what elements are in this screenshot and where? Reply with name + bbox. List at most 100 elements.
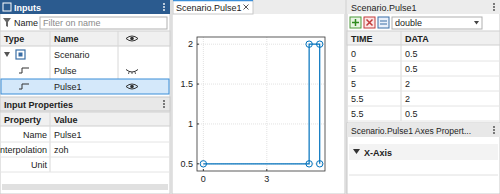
column-header	[0, 31, 170, 46]
row-name: Pulse1	[54, 82, 82, 92]
eye-pupil	[130, 37, 134, 41]
eye-outline	[126, 36, 138, 41]
menu-dot	[163, 106, 165, 108]
tick-label: 0.5	[180, 159, 193, 169]
insert-button[interactable]	[378, 17, 389, 28]
delete-row-button[interactable]	[364, 17, 375, 28]
property-name: Name	[23, 130, 47, 140]
tick-label: 3	[264, 174, 269, 184]
scenario-icon	[16, 50, 25, 59]
panel-header	[347, 0, 500, 14]
tick-label: 2	[188, 39, 193, 49]
dropdown-arrow	[474, 21, 479, 25]
add-row-button[interactable]	[350, 17, 361, 28]
signal-icon	[19, 84, 29, 89]
tab-bar	[172, 0, 345, 14]
data-point[interactable]	[200, 161, 206, 167]
series-line	[203, 44, 319, 164]
selected-row	[1, 79, 169, 94]
insert-icon	[380, 21, 387, 24]
dropdown-value: double	[395, 18, 422, 28]
column-header	[347, 31, 500, 45]
filter-label: Name	[14, 18, 38, 28]
filter-placeholder: Filter on name	[43, 18, 101, 28]
menu-dot	[493, 3, 495, 5]
panel-title: Scenario.Pulse1 Axes Propert...	[351, 126, 471, 136]
row-line	[0, 172, 170, 173]
column-title: Value	[54, 115, 78, 125]
property-name: Interpolation	[0, 145, 47, 155]
column-title: Property	[4, 115, 41, 125]
tab-close[interactable]	[244, 5, 249, 10]
cell: 0.5	[405, 64, 418, 74]
panel-frame	[347, 0, 500, 194]
cross-icon	[367, 20, 373, 26]
panel-title: Inputs	[14, 3, 41, 13]
cell: 2	[405, 79, 410, 89]
data-point[interactable]	[317, 41, 323, 47]
menu-dot	[493, 9, 495, 11]
tab[interactable]	[173, 0, 253, 14]
row-line	[349, 175, 498, 176]
grid-line	[197, 84, 325, 85]
menu-button[interactable]	[493, 126, 495, 134]
cell: 5.5	[351, 94, 364, 104]
type-dropdown[interactable]	[392, 17, 482, 29]
signal-icon	[19, 68, 29, 73]
grid-line	[197, 123, 325, 124]
menu-button[interactable]	[493, 3, 495, 11]
tab-accent	[173, 0, 253, 1]
screen: Inputs Name Filter on name Type Name Scenario…	[0, 0, 500, 194]
cell: 0.5	[405, 49, 418, 59]
cell: 5	[351, 79, 356, 89]
row-name: Pulse	[54, 66, 77, 76]
scrollbar[interactable]	[2, 184, 168, 190]
eye-lid	[126, 70, 138, 73]
menu-button[interactable]	[163, 100, 165, 108]
menu-dot	[493, 132, 495, 134]
filter-input[interactable]	[40, 17, 167, 29]
plot-area	[197, 37, 325, 171]
expand-arrow[interactable]	[4, 52, 10, 57]
data-point[interactable]	[306, 41, 312, 47]
column-title: TIME	[351, 34, 373, 44]
row-line	[347, 61, 500, 62]
table-panel: Scenario.Pulse1doubleTIMEDATA00.550.5525…	[347, 0, 500, 194]
grid-line	[266, 37, 267, 171]
menu-dot	[493, 129, 495, 131]
eye-open[interactable]	[126, 84, 138, 89]
data-point[interactable]	[317, 161, 323, 167]
row-line	[347, 91, 500, 92]
property-name: Unit	[31, 160, 48, 170]
property-value: zoh	[54, 145, 69, 155]
background	[0, 0, 500, 194]
inputs-panel: Inputs Name Filter on name Type Name Scenario…	[0, 0, 170, 194]
eye-closed[interactable]	[126, 70, 138, 75]
tick-label: 0	[201, 174, 206, 184]
eye-pupil	[130, 85, 134, 89]
cell: 0.5	[405, 109, 418, 119]
axes-properties-panel	[347, 123, 500, 194]
menu-button[interactable]	[163, 3, 165, 11]
data-point[interactable]	[306, 161, 312, 167]
panel-title: Scenario.Pulse1	[351, 3, 417, 13]
panel-header	[347, 123, 500, 137]
column-title: Type	[4, 34, 24, 44]
menu-dot	[163, 100, 165, 102]
tick-label: 1.5	[180, 79, 193, 89]
row-line	[0, 142, 170, 143]
menu-dot	[163, 9, 165, 11]
filter-icon	[3, 18, 11, 27]
data-group	[200, 41, 323, 167]
cell: 0	[351, 49, 356, 59]
row-line	[0, 157, 170, 158]
grid-line	[203, 37, 204, 171]
plus-icon	[352, 19, 359, 26]
scenario-icon-core	[19, 53, 23, 57]
column-header	[0, 112, 170, 126]
panel-frame	[0, 0, 170, 194]
row-name: Scenario	[54, 50, 90, 60]
section-header[interactable]	[349, 144, 498, 160]
eye-open[interactable]	[126, 36, 138, 41]
eye-lash	[128, 72, 130, 74]
